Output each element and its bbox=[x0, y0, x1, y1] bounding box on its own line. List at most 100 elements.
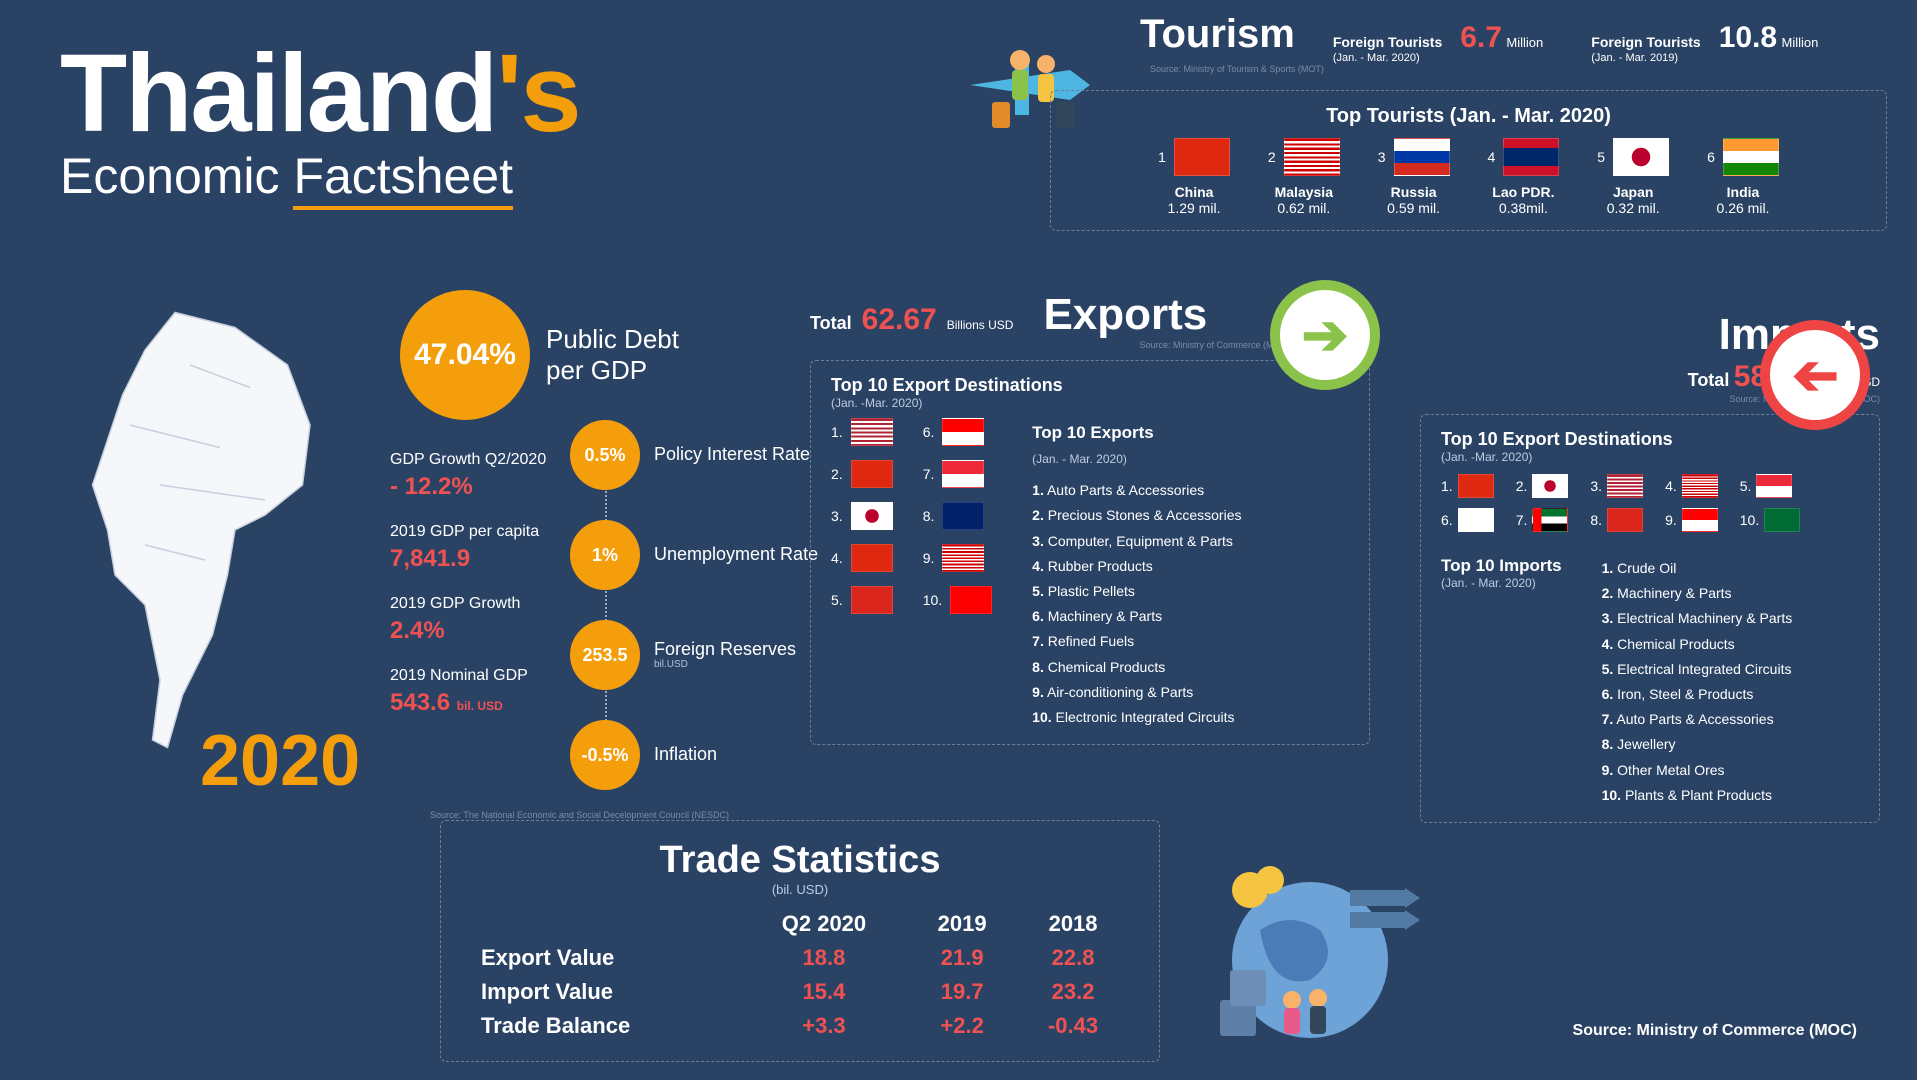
export-list-item: 2. Precious Stones & Accessories bbox=[1032, 503, 1241, 528]
export-dest-item: 6. bbox=[923, 418, 992, 446]
flag-icon bbox=[851, 586, 893, 614]
imports-dest-sub: (Jan. -Mar. 2020) bbox=[1441, 450, 1859, 464]
gdp-stat-row: GDP Growth Q2/2020 - 12.2% bbox=[390, 450, 546, 502]
tourist-rank: 3 bbox=[1378, 149, 1386, 165]
flag-icon bbox=[1174, 138, 1230, 176]
tourist-rank: 6 bbox=[1707, 149, 1715, 165]
dest-rank: 6. bbox=[1441, 512, 1453, 528]
flag-icon bbox=[851, 502, 893, 530]
export-list-item: 5. Plastic Pellets bbox=[1032, 579, 1241, 604]
row-label: Import Value bbox=[471, 975, 741, 1009]
indicator-bubble: 0.5% bbox=[570, 420, 640, 490]
table-row: Trade Balance+3.3+2.2-0.43 bbox=[471, 1009, 1129, 1043]
tourism-source: Source: Ministry of Tourism & Sports (MO… bbox=[1150, 64, 1887, 74]
map-icon bbox=[40, 300, 340, 760]
table-cell: -0.43 bbox=[1017, 1009, 1129, 1043]
flag-icon bbox=[942, 460, 984, 488]
dest-rank: 1. bbox=[831, 424, 843, 440]
table-cell: 15.4 bbox=[741, 975, 907, 1009]
indicator-label: Foreign Reservesbil.USD bbox=[654, 640, 796, 671]
title-accent: 's bbox=[496, 32, 579, 155]
import-list-item: 10. Plants & Plant Products bbox=[1602, 783, 1793, 808]
exports-title: Exports bbox=[1043, 290, 1207, 340]
imports-arrow-icon: ➔ bbox=[1760, 320, 1870, 430]
dest-rank: 5. bbox=[831, 592, 843, 608]
imports-list-sub: (Jan. - Mar. 2020) bbox=[1441, 576, 1562, 590]
import-list-item: 6. Iron, Steel & Products bbox=[1602, 682, 1793, 707]
flag-icon bbox=[1532, 474, 1568, 498]
year-label: 2020 bbox=[200, 720, 360, 802]
flag-icon bbox=[1764, 508, 1800, 532]
tourist-country: Malaysia bbox=[1268, 184, 1340, 200]
tourism-stat2-label: Foreign Tourists bbox=[1591, 34, 1700, 50]
dest-rank: 8. bbox=[923, 508, 935, 524]
table-header: 2019 bbox=[907, 907, 1017, 941]
export-dest-item: 2. bbox=[831, 460, 893, 488]
gdp-value: 7,841.9 bbox=[390, 543, 546, 574]
export-dest-item: 1. bbox=[831, 418, 893, 446]
tourism-stat2-value: 10.8 bbox=[1719, 21, 1777, 54]
exports-dest-title: Top 10 Export Destinations bbox=[831, 375, 1063, 395]
exports-total-label: Total bbox=[810, 313, 852, 334]
table-row: Import Value15.419.723.2 bbox=[471, 975, 1129, 1009]
flag-icon bbox=[1723, 138, 1779, 176]
exports-list-title: Top 10 Exports bbox=[1032, 418, 1241, 449]
trade-sub: (bil. USD) bbox=[471, 882, 1129, 897]
export-list-item: 9. Air-conditioning & Parts bbox=[1032, 680, 1241, 705]
tourist-item: 3 Russia 0.59 mil. bbox=[1378, 138, 1450, 216]
tourist-item: 6 India 0.26 mil. bbox=[1707, 138, 1779, 216]
export-list-item: 6. Machinery & Parts bbox=[1032, 604, 1241, 629]
dest-rank: 9. bbox=[923, 550, 935, 566]
dest-rank: 2. bbox=[831, 466, 843, 482]
flag-icon bbox=[851, 544, 893, 572]
tourism-stat2-unit: Million bbox=[1782, 35, 1819, 50]
indicator-source: Source: The National Economic and Social… bbox=[430, 810, 818, 820]
exports-total-unit: Billions USD bbox=[947, 318, 1014, 332]
indicator-column: 0.5% Policy Interest Rate1% Unemployment… bbox=[570, 420, 818, 820]
indicator-label: Policy Interest Rate bbox=[654, 445, 810, 465]
import-dest-item: 3. bbox=[1590, 474, 1643, 498]
infographic-title: Thailand's Economic Factsheet bbox=[60, 30, 580, 205]
trade-statistics-box: Trade Statistics (bil. USD) Q2 202020192… bbox=[440, 820, 1160, 1062]
flag-icon bbox=[1682, 474, 1718, 498]
tourist-value: 1.29 mil. bbox=[1158, 200, 1230, 216]
tourist-value: 0.38mil. bbox=[1488, 200, 1560, 216]
tourist-value: 0.32 mil. bbox=[1597, 200, 1669, 216]
imports-dest-title: Top 10 Export Destinations bbox=[1441, 429, 1673, 449]
top-tourists-title: Top Tourists (Jan. - Mar. 2020) bbox=[1071, 105, 1866, 128]
gdp-stat-row: 2019 GDP Growth 2.4% bbox=[390, 594, 546, 646]
title-sub2: Factsheet bbox=[293, 148, 513, 210]
flag-icon bbox=[942, 418, 984, 446]
tourist-country: China bbox=[1158, 184, 1230, 200]
row-label: Trade Balance bbox=[471, 1009, 741, 1043]
export-dest-item: 8. bbox=[923, 502, 992, 530]
import-dest-item: 6. bbox=[1441, 508, 1494, 532]
tourist-item: 2 Malaysia 0.62 mil. bbox=[1268, 138, 1340, 216]
dest-rank: 4. bbox=[1665, 478, 1677, 494]
tourist-value: 0.62 mil. bbox=[1268, 200, 1340, 216]
flag-icon bbox=[1503, 138, 1559, 176]
tourism-title: Tourism bbox=[1140, 12, 1295, 57]
tourist-country: India bbox=[1707, 184, 1779, 200]
export-list-item: 10. Electronic Integrated Circuits bbox=[1032, 705, 1241, 730]
import-dest-item: 8. bbox=[1590, 508, 1643, 532]
exports-arrow-icon: ➔ bbox=[1270, 280, 1380, 390]
dest-rank: 2. bbox=[1516, 478, 1528, 494]
import-dest-item: 2. bbox=[1516, 474, 1569, 498]
tourist-rank: 5 bbox=[1597, 149, 1605, 165]
export-list-item: 1. Auto Parts & Accessories bbox=[1032, 478, 1241, 503]
thailand-map bbox=[40, 300, 340, 765]
tourist-country: Lao PDR. bbox=[1488, 184, 1560, 200]
table-header bbox=[471, 907, 741, 941]
import-dest-item: 5. bbox=[1740, 474, 1793, 498]
trade-title: Trade Statistics bbox=[471, 839, 1129, 882]
flag-icon bbox=[1613, 138, 1669, 176]
top-tourists-box: Top Tourists (Jan. - Mar. 2020) 1 China … bbox=[1050, 90, 1887, 231]
import-list-item: 8. Jewellery bbox=[1602, 732, 1793, 757]
table-cell: 19.7 bbox=[907, 975, 1017, 1009]
gdp-stat-row: 2019 Nominal GDP 543.6 bil. USD bbox=[390, 666, 546, 718]
import-list-item: 9. Other Metal Ores bbox=[1602, 758, 1793, 783]
dest-rank: 10. bbox=[1740, 512, 1759, 528]
dest-rank: 8. bbox=[1590, 512, 1602, 528]
public-debt-stat: 47.04% Public Debt per GDP bbox=[400, 290, 679, 420]
